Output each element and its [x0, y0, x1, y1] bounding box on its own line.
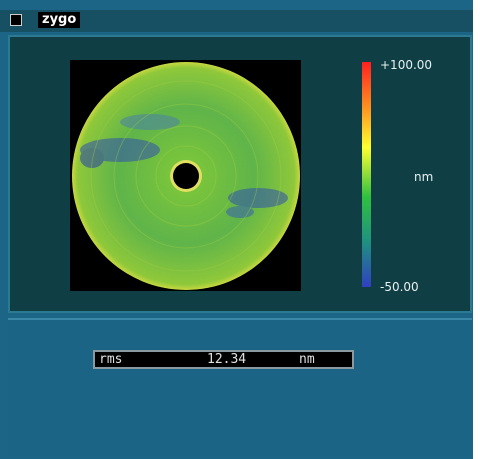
screen: zygo — [0, 0, 480, 459]
result-value: 12.34 — [207, 352, 246, 367]
color-scale — [362, 62, 371, 287]
result-label: rms — [99, 352, 122, 367]
result-box: rms 12.34 nm — [93, 350, 354, 369]
scale-max: +100.00 — [380, 58, 432, 72]
scale-unit: nm — [414, 170, 433, 184]
result-unit: nm — [299, 352, 315, 367]
center-hole — [173, 163, 199, 189]
scale-min: -50.00 — [380, 280, 419, 294]
result-panel — [8, 318, 472, 456]
